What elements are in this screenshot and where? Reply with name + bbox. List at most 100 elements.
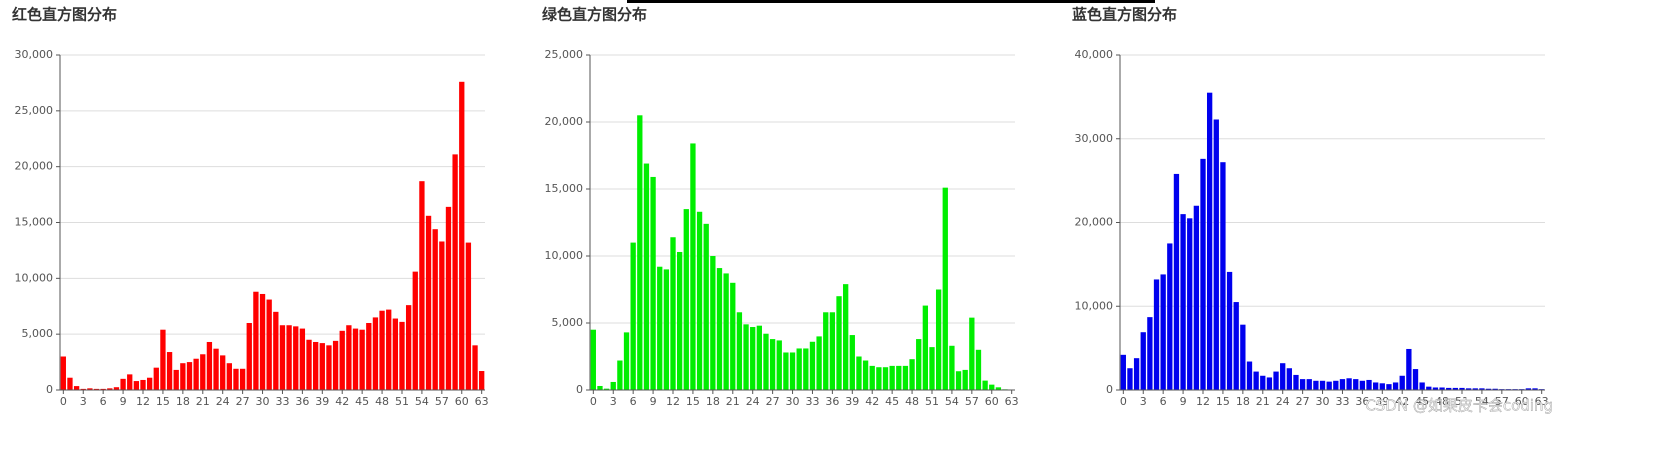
bar [1293,374,1299,390]
x-tick-label: 24 [746,395,760,408]
x-tick-label: 27 [766,395,780,408]
y-tick-label: 30,000 [1075,132,1114,145]
bar [816,336,822,390]
x-tick-label: 12 [1196,395,1210,408]
x-tick-label: 57 [435,395,449,408]
bar [1492,388,1498,390]
bar [829,312,836,390]
bar [346,325,352,390]
x-tick-label: 6 [100,395,107,408]
bar [425,215,432,390]
top-bar [627,0,1155,3]
bar [339,330,345,390]
bar [783,352,789,390]
bar [1532,388,1538,390]
bar [1167,243,1173,390]
bar [723,273,729,390]
x-tick-label: 21 [196,395,210,408]
x-tick-label: 36 [1355,395,1369,408]
bar [643,163,650,390]
bar [1193,205,1200,390]
chart-title: 红色直方图分布 [12,6,117,24]
bar [1299,379,1306,390]
bar [789,352,796,390]
bar [1233,302,1239,390]
bar [696,211,703,390]
bar [399,321,405,390]
bar [1253,371,1259,390]
bar [186,362,193,390]
bar [1452,387,1459,390]
bar [1140,332,1146,390]
bar [386,309,392,390]
bar [876,367,882,390]
bar [1120,354,1126,390]
bar [1459,387,1465,390]
bar [889,365,895,390]
bar [1339,379,1346,390]
bar [663,269,670,390]
bar [949,345,955,390]
bar [253,291,259,390]
bar [1187,218,1193,390]
bar [213,348,219,390]
bar [1306,379,1312,390]
x-tick-label: 51 [925,395,939,408]
y-tick-label: 5,000 [22,327,54,340]
bar [769,339,776,390]
y-tick-label: 0 [576,383,583,396]
bar [120,378,126,390]
bar [869,365,875,390]
bar [929,347,935,390]
bar [392,318,399,390]
bar [1153,279,1160,390]
bar [193,358,199,390]
bar [472,345,478,390]
bar [293,326,299,390]
bar [623,332,630,390]
bar [935,289,942,390]
x-tick-label: 0 [60,395,67,408]
x-tick-label: 9 [1180,395,1187,408]
bar [1426,386,1432,390]
bar [862,360,869,390]
x-tick-label: 0 [1120,395,1127,408]
bar [942,187,948,390]
y-tick-label: 20,000 [1075,216,1114,229]
bar [479,371,485,390]
bar [326,345,332,390]
bar [286,325,292,390]
bar [1160,274,1166,390]
x-tick-label: 42 [335,395,349,408]
y-tick-label: 15,000 [545,182,584,195]
bar [246,323,252,390]
chart-title: 绿色直方图分布 [542,6,647,24]
bar [87,388,93,390]
bar [352,328,359,390]
bar [716,268,723,390]
bar [1333,380,1339,390]
bar [1180,214,1186,390]
x-tick-label: 63 [1535,395,1549,408]
bar [259,293,266,390]
bar [140,379,146,390]
bar [882,367,889,390]
y-tick-label: 20,000 [15,160,54,173]
x-tick-label: 33 [805,395,819,408]
bar [80,388,86,390]
bar [1412,369,1419,390]
bar [1147,317,1153,390]
y-tick-label: 10,000 [15,271,54,284]
bar [796,348,802,390]
bar [226,363,232,390]
bar [969,317,975,390]
bar [1200,158,1206,390]
x-tick-label: 60 [455,395,469,408]
bar [743,324,749,390]
bar [849,335,855,390]
bar [856,356,862,390]
x-tick-label: 45 [355,395,369,408]
bar [955,371,962,390]
bar [676,251,683,390]
x-tick-label: 60 [985,395,999,408]
